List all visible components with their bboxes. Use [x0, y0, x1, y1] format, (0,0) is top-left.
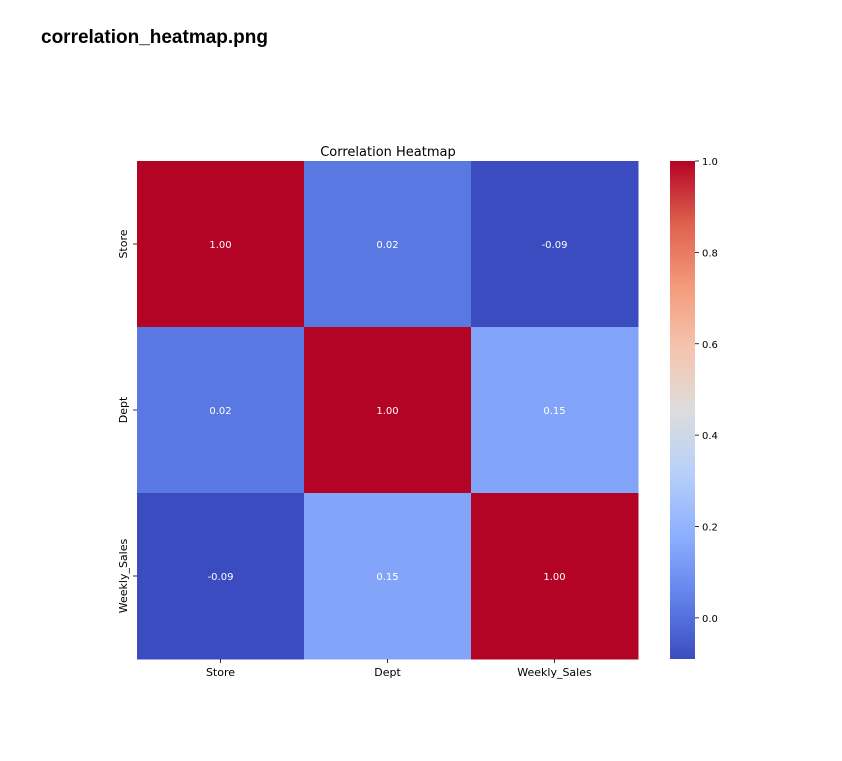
cell-annotation: 1.00 — [543, 572, 565, 583]
cell-annotation: 0.15 — [543, 406, 565, 417]
colorbar-tick-label: 0.6 — [702, 340, 718, 351]
y-tick-label: Weekly_Sales — [117, 538, 130, 613]
colorbar-tick-label: 0.2 — [702, 523, 718, 534]
cell-annotation: 1.00 — [209, 240, 231, 251]
y-tick-label: Dept — [117, 396, 130, 423]
page-title: correlation_heatmap.png — [41, 27, 268, 48]
heatmap-annotations: 1.00 0.02 -0.09 0.02 1.00 0.15 -0.09 0.15 1.00 — [208, 240, 568, 583]
heatmap-cell — [137, 493, 305, 660]
colorbar-tick-label: 0.0 — [702, 614, 718, 625]
y-tick-label: Store — [117, 229, 130, 258]
cell-annotation: -0.09 — [208, 572, 234, 583]
heatmap-cell — [471, 327, 639, 494]
colorbar-tick-label: 1.0 — [702, 157, 718, 168]
chart-title: Correlation Heatmap — [320, 145, 456, 160]
colorbar-tick-label: 0.4 — [702, 431, 718, 442]
colorbar — [670, 161, 695, 659]
x-axis-ticks: Store Dept Weekly_Sales — [206, 659, 592, 679]
heatmap-cell — [137, 161, 305, 328]
heatmap-cells — [137, 161, 639, 660]
cell-annotation: -0.09 — [542, 240, 568, 251]
x-tick-label: Dept — [374, 666, 401, 679]
cell-annotation: 0.15 — [376, 572, 398, 583]
x-tick-label: Weekly_Sales — [517, 666, 592, 679]
cell-annotation: 0.02 — [376, 240, 398, 251]
y-axis-ticks: Store Dept Weekly_Sales — [117, 229, 137, 613]
heatmap-cell — [304, 161, 472, 328]
heatmap-cell — [304, 493, 472, 660]
cell-annotation: 0.02 — [209, 406, 231, 417]
heatmap-cell — [304, 327, 472, 494]
colorbar-ticks: 0.0 0.2 0.4 0.6 0.8 1.0 — [695, 157, 718, 625]
x-tick-label: Store — [206, 666, 235, 679]
heatmap-cell — [137, 327, 305, 494]
colorbar-tick-label: 0.8 — [702, 248, 718, 259]
heatmap-cell — [471, 493, 639, 660]
cell-annotation: 1.00 — [376, 406, 398, 417]
heatmap-cell — [471, 161, 639, 328]
